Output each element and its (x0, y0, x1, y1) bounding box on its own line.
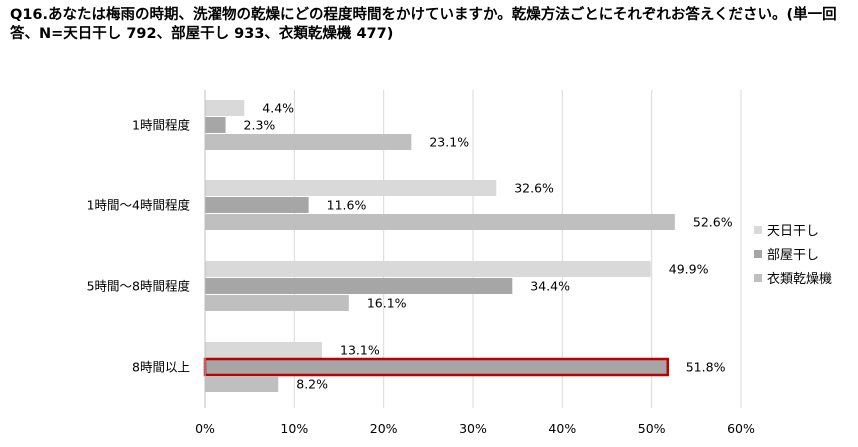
category-label: 1時間～4時間程度 (87, 198, 191, 213)
bar (205, 261, 651, 277)
category-label: 5時間～8時間程度 (87, 279, 191, 294)
x-tick-label: 60% (727, 421, 755, 436)
bar (205, 376, 279, 392)
data-label: 16.1% (367, 296, 407, 311)
x-tick-label: 0% (195, 421, 215, 436)
bar (205, 117, 226, 133)
legend-label: 天日干し (767, 224, 819, 239)
data-label: 34.4% (530, 279, 570, 294)
bar (205, 197, 309, 213)
data-label: 2.3% (244, 118, 276, 133)
data-label: 13.1% (340, 343, 380, 358)
bar-highlighted (203, 357, 669, 377)
bar (205, 214, 675, 230)
bars (203, 100, 675, 392)
bar (205, 100, 245, 116)
legend-swatch (754, 250, 762, 258)
x-tick-label: 30% (459, 421, 487, 436)
data-label: 49.9% (669, 262, 709, 277)
x-tick-label: 20% (370, 421, 398, 436)
x-tick-label: 50% (638, 421, 666, 436)
bar (205, 180, 497, 196)
legend-swatch (754, 226, 762, 234)
x-tick-label: 10% (280, 421, 308, 436)
legend-swatch (754, 274, 762, 282)
data-label: 8.2% (296, 377, 328, 392)
bar (205, 342, 323, 358)
bar (205, 134, 412, 150)
data-label: 52.6% (693, 215, 733, 230)
bar (205, 278, 513, 294)
x-tick-label: 40% (548, 421, 576, 436)
data-label: 4.4% (262, 101, 294, 116)
legend-label: 衣類乾燥機 (767, 271, 832, 287)
legend-label: 部屋干し (767, 248, 819, 263)
data-label: 23.1% (429, 135, 469, 150)
axis: 0% 10% 20% 30% 40% 50% 60% 1時間程度 1時間～4時間程度 5時間～8時… (87, 90, 755, 436)
bar (205, 295, 349, 311)
category-label: 1時間程度 (132, 118, 190, 133)
data-label: 11.6% (327, 198, 367, 213)
chart-title: Q16.あなたは梅雨の時期、洗濯物の乾燥にどの程度時間をかけていますか。乾燥方法… (10, 7, 837, 42)
labels: 4.4% 2.3% 23.1% 32.6% 11.6% 52.6% 49.9% 34.4% 16… (244, 101, 733, 392)
category-label: 8時間以上 (132, 360, 190, 375)
data-label: 32.6% (514, 181, 554, 196)
data-label: 51.8% (686, 360, 726, 375)
